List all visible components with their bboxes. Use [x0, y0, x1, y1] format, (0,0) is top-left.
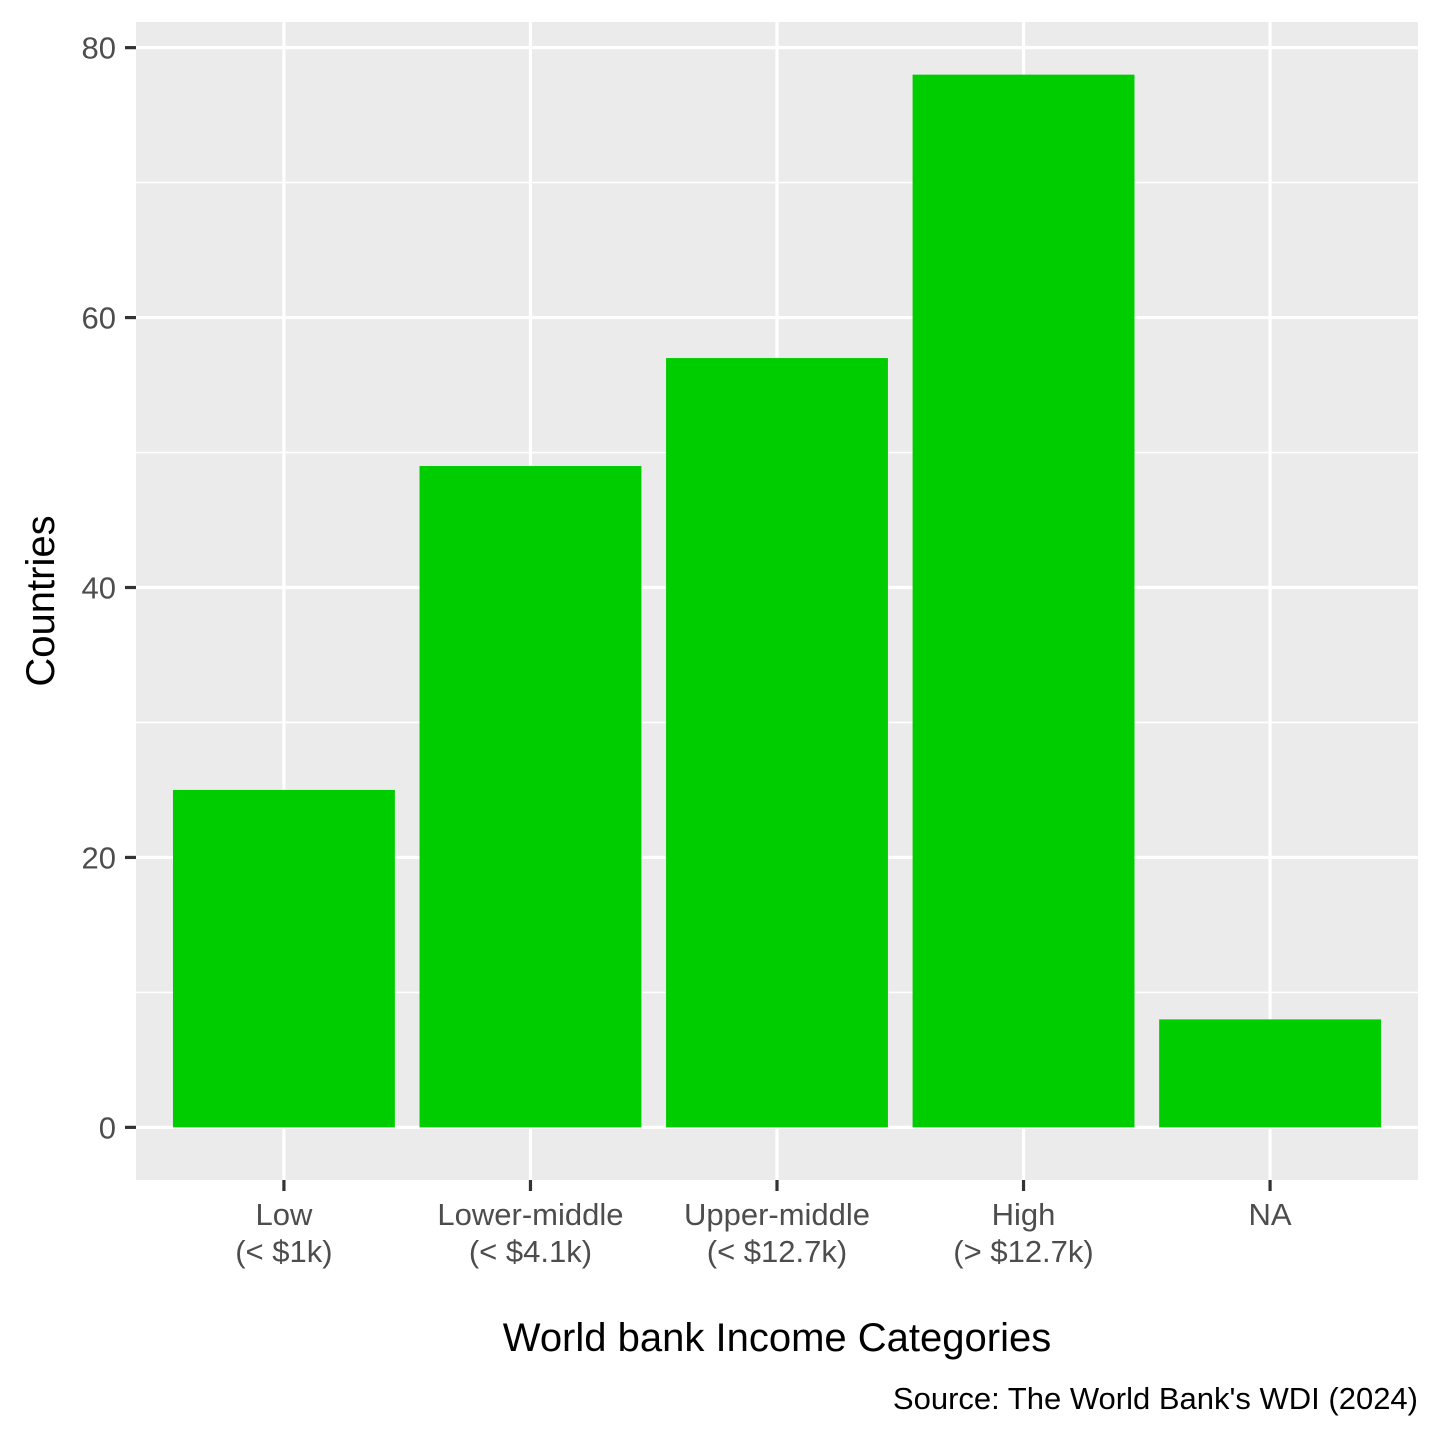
y-tick-label: 60 [82, 301, 116, 336]
bar [172, 789, 395, 1128]
x-axis: Low (< $1k) Lower-middle (< $4.1k) Upper-mid… [235, 1180, 1292, 1269]
x-tick-label: Upper-middle (< $12.7k) [684, 1197, 870, 1269]
source-caption: Source: The World Bank's WDI (2024) [893, 1381, 1418, 1416]
x-tick-label: NA [1249, 1197, 1292, 1232]
x-axis-title: World bank Income Categories [503, 1316, 1051, 1360]
bar [912, 74, 1135, 1128]
x-tick-label: High (> $12.7k) [953, 1197, 1093, 1269]
y-axis-title: Countries [19, 515, 63, 686]
y-axis: 0 20 40 60 80 [82, 31, 136, 1145]
bar [666, 358, 888, 1128]
bar [419, 466, 642, 1128]
x-tick-label: Low (< $1k) [235, 1197, 332, 1269]
y-tick-label: 80 [82, 31, 116, 66]
bar [1159, 1019, 1382, 1128]
y-tick-label: 40 [82, 571, 116, 606]
x-tick-label: Lower-middle (< $4.1k) [437, 1197, 623, 1269]
bars [172, 74, 1382, 1128]
y-tick-label: 20 [82, 840, 116, 875]
y-tick-label: 0 [99, 1110, 116, 1145]
